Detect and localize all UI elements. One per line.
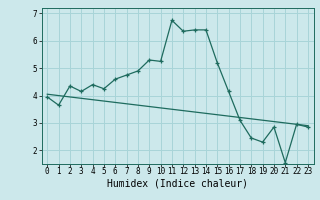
X-axis label: Humidex (Indice chaleur): Humidex (Indice chaleur) [107,179,248,189]
